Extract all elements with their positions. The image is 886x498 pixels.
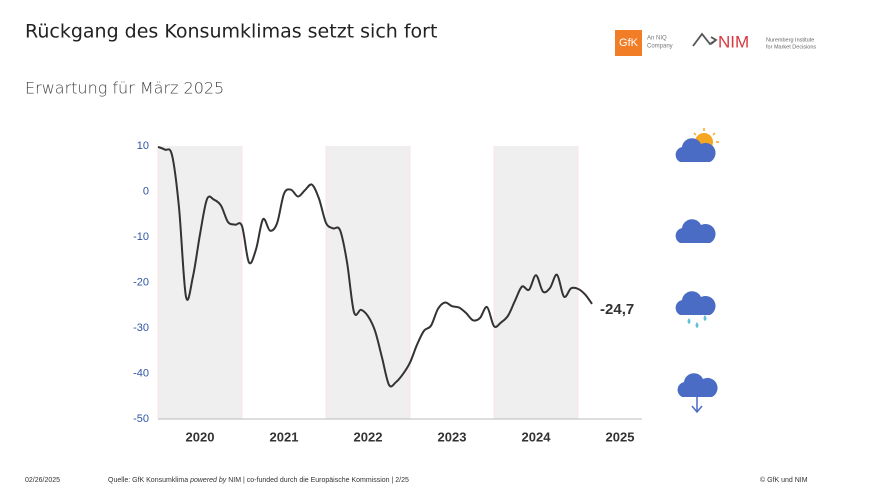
rain-icon [675,291,716,328]
gfk-logo: GfK An NIQ Company [615,30,673,56]
gfk-tagline: An NIQ [647,36,667,42]
x-tick-label: 2024 [522,429,552,444]
y-tick-label: -40 [133,367,149,379]
footer-source: Quelle: GfK Konsumklima powered by NIM |… [108,477,409,484]
x-tick-label: 2025 [606,429,635,444]
footer-copyright: © GfK und NIM [760,476,808,484]
plot: 10 0 -10 -20 -30 -40 -50 2020 2021 2022 2023 2024 20… [133,140,642,444]
nim-text: NIM [718,32,749,51]
gfk-tagline: Company [647,44,673,50]
title: Rückgang des Konsumklimas setzt sich for… [25,21,437,43]
year-band [494,146,578,419]
year-band [326,146,410,419]
value-label: -24,7 [600,301,634,318]
x-tick-label: 2020 [186,429,215,444]
gfk-box [615,30,642,56]
x-tick-label: 2022 [354,429,383,444]
y-tick-label: 0 [143,185,149,197]
nim-tagline: Nuremberg Institute [766,37,814,43]
nim-tagline: for Market Decisions [766,44,816,50]
weather-icons [675,128,719,414]
storm-icon [677,373,718,414]
source-part: powered by [189,477,227,484]
footer-date: 02/26/2025 [25,477,60,484]
y-tick-label: 10 [137,140,149,152]
subtitle: Erwartung für März 2025 [25,79,224,98]
source-part: NIM | co-funded durch die Europäische Ko… [226,477,409,484]
x-tick-label: 2021 [270,429,299,444]
sun-cloud-icon [675,128,719,162]
year-band [158,146,242,419]
series-line [157,145,593,388]
nim-logo: NIM Nuremberg Institute for Market Decis… [692,32,816,51]
y-tick-label: -50 [133,413,149,425]
y-tick-label: -20 [133,276,149,288]
x-tick-label: 2023 [438,429,467,444]
nim-arrow [692,32,718,47]
cloud-icon [675,219,716,243]
y-tick-label: -30 [133,322,149,334]
gfk-text: GfK [619,37,639,49]
y-tick-label: -10 [133,231,149,243]
source-part: Quelle: GfK Konsumklima [108,477,190,484]
